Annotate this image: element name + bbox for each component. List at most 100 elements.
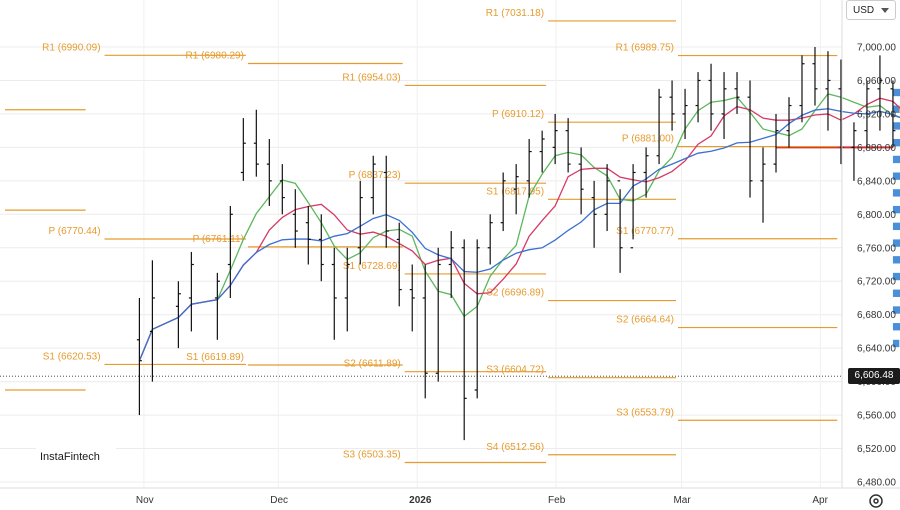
ohlc-bar: [344, 247, 350, 332]
pivot-label: S1 (6620.53): [43, 351, 101, 362]
ohlc-bar: [370, 155, 376, 215]
profile-bin: [892, 306, 900, 314]
y-tick-label: 6,680.00: [857, 310, 896, 321]
ohlc-bar: [552, 113, 558, 165]
pivot-label: S3 (6604.72): [486, 365, 544, 376]
y-tick-label: 6,960.00: [857, 76, 896, 87]
ohlc-bar: [773, 113, 779, 173]
chevron-down-icon: [881, 8, 889, 13]
price-bars: [136, 47, 896, 441]
ohlc-bar: [461, 239, 467, 441]
profile-bin: [892, 256, 900, 264]
profile-bin: [892, 172, 900, 180]
ohlc-bar: [565, 118, 571, 173]
ohlc-bar: [851, 122, 857, 181]
pivot-label: S2 (6696.89): [486, 288, 544, 299]
ohlc-bar: [630, 164, 636, 249]
profile-bin: [892, 139, 900, 147]
pivot-label: P (6761.11): [193, 234, 244, 245]
ohlc-bar: [292, 189, 298, 248]
ohlc-bar: [474, 239, 480, 399]
ohlc-bar: [383, 155, 389, 248]
ma-fast-line: [138, 93, 900, 361]
ohlc-bar: [877, 55, 883, 131]
x-tick-label: Apr: [812, 495, 828, 506]
profile-bin: [892, 289, 900, 297]
ohlc-bar: [227, 205, 233, 298]
y-tick-label: 6,840.00: [857, 176, 896, 187]
pivot-label: R1 (6980.29): [186, 50, 244, 61]
ohlc-bar: [682, 88, 688, 140]
pivot-label: R1 (6954.03): [342, 72, 400, 83]
profile-bin: [892, 122, 900, 130]
x-tick-label: Feb: [548, 495, 566, 506]
ohlc-bar: [539, 130, 545, 173]
ohlc-bar: [513, 164, 519, 215]
ohlc-bar: [422, 264, 428, 399]
last-price-badge: 6,606.48: [848, 368, 900, 385]
profile-bin: [892, 339, 900, 348]
profile-bin: [892, 105, 900, 113]
y-tick-label: 6,480.00: [857, 478, 896, 489]
ohlc-bar: [864, 80, 870, 148]
ohlc-bar: [721, 72, 727, 140]
pivot-label: S1 (6728.69): [343, 261, 401, 272]
profile-bin: [892, 88, 900, 97]
settings-icon[interactable]: [868, 493, 884, 509]
profile-bin: [892, 239, 900, 247]
profile-bin: [892, 272, 900, 281]
x-tick-label: 2026: [409, 495, 432, 506]
y-tick-label: 7,000.00: [857, 43, 896, 54]
ohlc-bar: [318, 214, 324, 282]
profile-bin: [892, 155, 900, 164]
pivot-label: P (6910.12): [492, 109, 544, 120]
pivot-label: R1 (7031.18): [486, 8, 544, 19]
brand-logo: InstaFintech: [36, 440, 116, 474]
chart-grid: [0, 0, 842, 488]
ohlc-bar: [825, 51, 831, 131]
ohlc-bar: [669, 80, 675, 131]
ohlc-bar: [500, 172, 506, 232]
ohlc-bar: [617, 180, 623, 273]
y-tick-label: 6,760.00: [857, 243, 896, 254]
ohlc-bar: [591, 180, 597, 248]
ohlc-bar: [266, 139, 272, 206]
currency-label: USD: [853, 5, 875, 16]
y-tick-label: 6,560.00: [857, 411, 896, 422]
pivot-label: S2 (6611.89): [344, 359, 401, 370]
ohlc-bar: [188, 251, 194, 332]
y-axis: 6,480.006,520.006,560.006,600.006,640.00…: [841, 0, 896, 489]
ohlc-bar: [409, 264, 415, 332]
y-tick-label: 6,640.00: [857, 344, 896, 355]
ohlc-bar: [760, 147, 766, 223]
ohlc-bar: [786, 97, 792, 148]
ohlc-bar: [578, 147, 584, 215]
profile-bin: [892, 189, 900, 197]
pivot-label: R1 (6990.09): [42, 42, 100, 53]
pivot-label: S1 (6619.89): [186, 352, 244, 363]
pivot-label: S1 (6770.77): [616, 226, 674, 237]
ohlc-bar: [643, 147, 649, 198]
profile-bin: [892, 205, 900, 214]
ohlc-bar: [747, 80, 753, 198]
ohlc-bar: [448, 231, 454, 298]
moving-averages: [0, 93, 900, 377]
ohlc-bar: [890, 80, 896, 148]
currency-dropdown[interactable]: USD: [846, 0, 896, 20]
ohlc-bar: [656, 88, 662, 165]
pivot-label: P (6770.44): [48, 226, 100, 237]
ma-slow-line: [138, 108, 900, 361]
profile-bin: [892, 323, 900, 331]
y-tick-label: 6,880.00: [857, 143, 896, 154]
ohlc-bar: [305, 205, 311, 265]
pivot-label: S1 (6817.95): [486, 186, 544, 197]
ohlc-bar: [487, 214, 493, 265]
x-axis: Nov Dec 2026 Feb Mar Apr: [0, 487, 900, 506]
ohlc-bar: [799, 55, 805, 123]
pivot-label: R1 (6989.75): [616, 43, 674, 54]
pivot-label: S3 (6553.79): [616, 407, 674, 418]
pivot-label: S2 (6664.64): [616, 315, 674, 326]
pivot-label: S3 (6503.35): [343, 449, 401, 460]
volume-profile: [775, 88, 900, 348]
